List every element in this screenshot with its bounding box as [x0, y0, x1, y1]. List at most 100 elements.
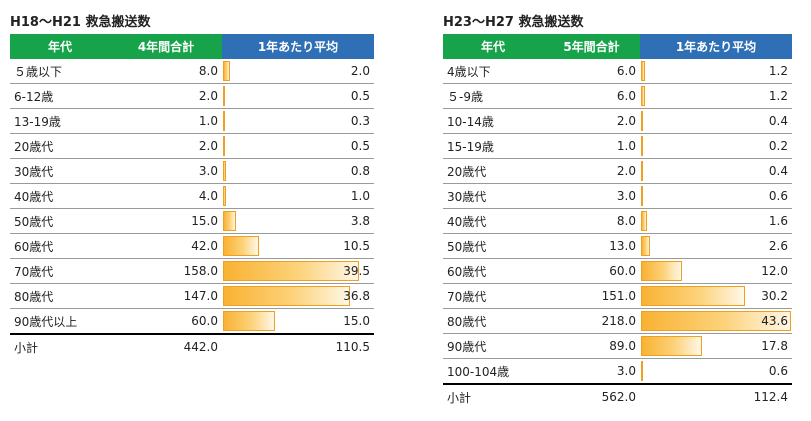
table-row: 4歳以下 6.0 1.2	[443, 59, 792, 84]
data-bar	[641, 261, 683, 281]
data-bar	[223, 236, 260, 256]
average-value: 30.2	[761, 289, 788, 303]
age-cell: 50歳代	[10, 208, 110, 234]
total-cell: 147.0	[110, 283, 222, 309]
table-header-row: 年代 4年間合計 1年あたり平均	[10, 34, 374, 59]
average-value: 0.6	[768, 364, 788, 378]
data-bar	[641, 186, 644, 206]
total-cell: 1.0	[543, 133, 640, 159]
subtotal-row: 小計 442.0 110.5	[10, 333, 374, 359]
subtotal-average: 110.5	[222, 333, 374, 359]
average-cell: 0.3	[222, 108, 374, 134]
age-cell: 90歳代以上	[10, 308, 110, 335]
subtotal-label: 小計	[10, 333, 110, 359]
total-cell: 2.0	[110, 133, 222, 159]
data-bar	[223, 61, 230, 81]
table-row: 6-12歳 2.0 0.5	[10, 83, 374, 109]
data-bar	[641, 311, 791, 331]
data-bar	[223, 286, 350, 306]
age-cell: 60歳代	[443, 258, 543, 284]
age-cell: 40歳代	[10, 183, 110, 209]
average-cell: 3.8	[222, 208, 374, 234]
table-row: 70歳代 158.0 39.5	[10, 258, 374, 284]
table-row: ５歳以下 8.0 2.0	[10, 59, 374, 84]
average-cell: 0.4	[640, 108, 792, 134]
average-value: 39.5	[343, 264, 370, 278]
data-bar	[223, 261, 359, 281]
age-cell: 20歳代	[10, 133, 110, 159]
header-age: 年代	[443, 34, 543, 59]
average-cell: 0.6	[640, 183, 792, 209]
table-row: 90歳代 89.0 17.8	[443, 333, 792, 359]
average-cell: 1.0	[222, 183, 374, 209]
total-cell: 151.0	[543, 283, 640, 309]
data-bar	[223, 186, 227, 206]
average-cell: 1.2	[640, 59, 792, 84]
age-cell: 20歳代	[443, 158, 543, 184]
age-cell: ５-9歳	[443, 83, 543, 109]
average-value: 0.4	[768, 114, 788, 128]
emergency-transport-table: 年代 4年間合計 1年あたり平均 ５歳以下 8.0 2.0 6-12歳 2.0 0.5 13…	[10, 34, 374, 359]
table-row: 20歳代 2.0 0.4	[443, 158, 792, 184]
total-cell: 1.0	[110, 108, 222, 134]
average-value: 0.2	[768, 139, 788, 153]
data-bar	[641, 211, 647, 231]
age-cell: 90歳代	[443, 333, 543, 359]
total-cell: 3.0	[543, 183, 640, 209]
age-cell: 70歳代	[10, 258, 110, 284]
average-cell: 39.5	[222, 258, 374, 284]
total-cell: 2.0	[543, 108, 640, 134]
average-value: 1.2	[768, 89, 788, 103]
average-value: 0.4	[768, 164, 788, 178]
age-cell: 4歳以下	[443, 59, 543, 84]
emergency-transport-table: 年代 5年間合計 1年あたり平均 4歳以下 6.0 1.2 ５-9歳 6.0 1.2 10-…	[443, 34, 792, 409]
average-value: 2.6	[768, 239, 788, 253]
age-cell: 80歳代	[10, 283, 110, 309]
average-value: 0.3	[350, 114, 370, 128]
average-cell: 43.6	[640, 308, 792, 334]
table-row: 10-14歳 2.0 0.4	[443, 108, 792, 134]
average-cell: 0.5	[222, 133, 374, 159]
average-value: 0.5	[350, 89, 370, 103]
age-cell: 15-19歳	[443, 133, 543, 159]
table-row: 30歳代 3.0 0.8	[10, 158, 374, 184]
total-cell: 15.0	[110, 208, 222, 234]
subtotal-label: 小計	[443, 383, 543, 409]
average-cell: 17.8	[640, 333, 792, 359]
average-cell: 12.0	[640, 258, 792, 284]
header-total: 5年間合計	[543, 34, 640, 59]
average-value: 43.6	[761, 314, 788, 328]
average-value: 3.8	[350, 214, 370, 228]
age-cell: 40歳代	[443, 208, 543, 234]
table-row: 13-19歳 1.0 0.3	[10, 108, 374, 134]
table-row: 60歳代 42.0 10.5	[10, 233, 374, 259]
total-cell: 8.0	[110, 59, 222, 84]
average-value: 2.0	[350, 64, 370, 78]
table-row: 15-19歳 1.0 0.2	[443, 133, 792, 159]
total-cell: 60.0	[543, 258, 640, 284]
age-cell: 70歳代	[443, 283, 543, 309]
table-row: 50歳代 15.0 3.8	[10, 208, 374, 234]
table-row: 40歳代 8.0 1.6	[443, 208, 792, 234]
data-bar	[641, 286, 745, 306]
panel-title: H23～H27 救急搬送数	[443, 15, 584, 30]
data-bar	[223, 86, 225, 106]
age-cell: 6-12歳	[10, 83, 110, 109]
total-cell: 13.0	[543, 233, 640, 259]
age-cell: 100-104歳	[443, 358, 543, 385]
data-bar	[641, 236, 650, 256]
age-cell: 30歳代	[10, 158, 110, 184]
table-row: 80歳代 218.0 43.6	[443, 308, 792, 334]
total-cell: 3.0	[110, 158, 222, 184]
total-cell: 2.0	[543, 158, 640, 184]
total-cell: 6.0	[543, 59, 640, 84]
data-bar	[223, 311, 275, 331]
data-bar	[223, 136, 225, 156]
total-cell: 4.0	[110, 183, 222, 209]
total-cell: 218.0	[543, 308, 640, 334]
table-row: 70歳代 151.0 30.2	[443, 283, 792, 309]
table-row: 80歳代 147.0 36.8	[10, 283, 374, 309]
age-cell: 60歳代	[10, 233, 110, 259]
subtotal-total: 562.0	[543, 383, 640, 409]
average-cell: 0.8	[222, 158, 374, 184]
